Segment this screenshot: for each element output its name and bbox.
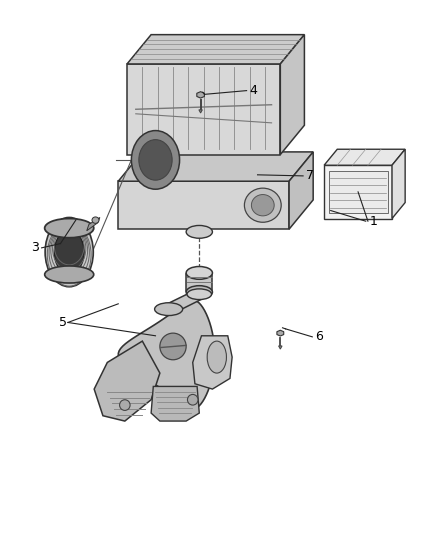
Ellipse shape [244,188,281,222]
Text: 7: 7 [306,169,314,182]
Ellipse shape [45,217,93,287]
Polygon shape [118,300,215,409]
Polygon shape [277,330,284,336]
Polygon shape [280,35,304,155]
Ellipse shape [139,140,172,180]
Polygon shape [118,181,289,229]
Ellipse shape [155,303,183,316]
Polygon shape [127,35,304,64]
Ellipse shape [120,400,130,410]
Ellipse shape [186,286,212,298]
Polygon shape [151,386,199,421]
Polygon shape [186,274,212,291]
Text: 1: 1 [370,215,378,228]
Polygon shape [193,336,232,389]
Ellipse shape [131,131,180,189]
Ellipse shape [45,219,94,238]
Ellipse shape [187,394,198,405]
Text: 5: 5 [59,316,67,329]
Polygon shape [199,110,202,113]
Text: 6: 6 [315,330,323,343]
Ellipse shape [186,266,212,279]
Ellipse shape [92,217,99,223]
Polygon shape [197,92,205,98]
Polygon shape [118,152,313,181]
Polygon shape [156,294,212,309]
Polygon shape [87,217,100,231]
Ellipse shape [160,333,186,360]
Polygon shape [94,341,160,421]
Text: 3: 3 [32,241,39,254]
Ellipse shape [54,230,84,274]
Polygon shape [289,152,313,229]
Text: 4: 4 [250,84,258,97]
Polygon shape [324,149,405,165]
Polygon shape [324,165,392,219]
Ellipse shape [187,289,212,300]
Polygon shape [127,64,280,155]
Polygon shape [392,149,405,219]
Ellipse shape [186,225,212,238]
Ellipse shape [251,195,274,216]
Ellipse shape [207,341,226,373]
Ellipse shape [45,266,94,283]
Polygon shape [279,346,282,349]
Polygon shape [328,171,388,213]
